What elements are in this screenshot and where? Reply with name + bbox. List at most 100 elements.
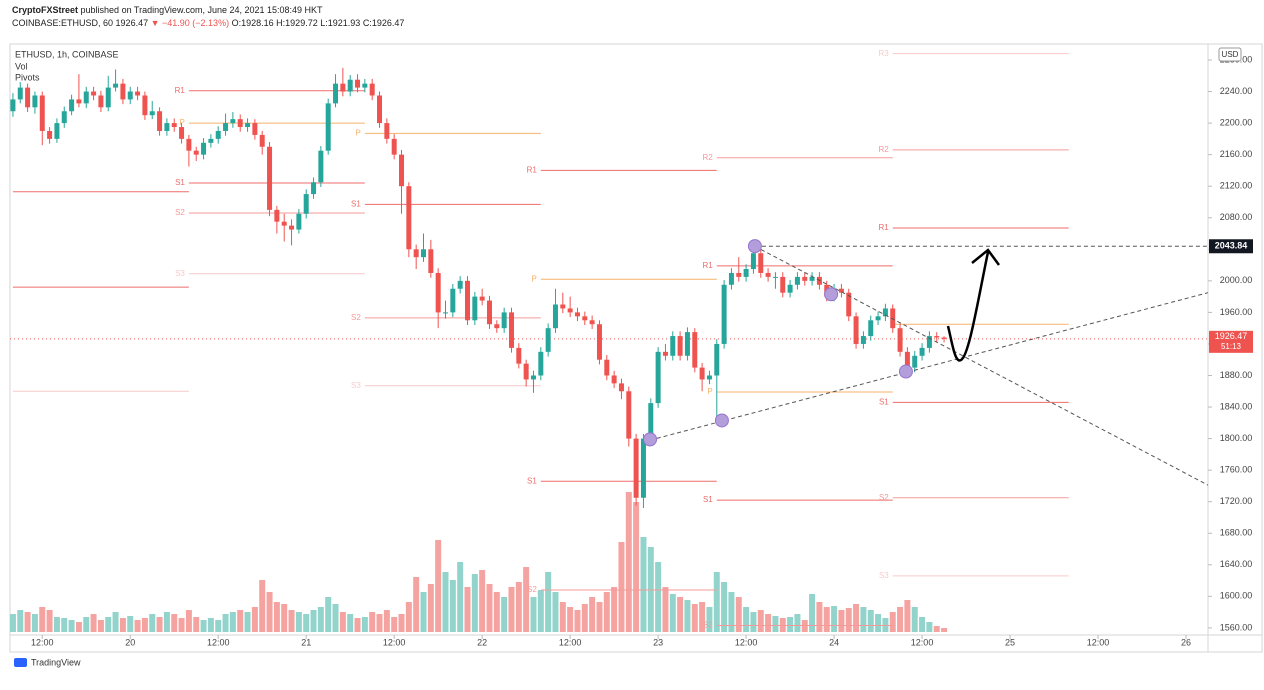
x-tick-label: 12:00 [735, 637, 758, 647]
publish-info: published on TradingView.com, June 24, 2… [80, 5, 323, 15]
volume-bar [625, 492, 632, 632]
x-tick-label: 25 [1005, 637, 1015, 647]
candle-body [684, 332, 690, 356]
volume-bar [178, 618, 185, 632]
candle-body [435, 272, 441, 313]
volume-bar [471, 574, 478, 632]
volume-bar [589, 597, 596, 632]
volume-bar [46, 610, 53, 632]
volume-bar [237, 610, 244, 632]
pivot-label: R2 [879, 145, 890, 154]
pivot-label: S1 [351, 199, 361, 208]
y-tick-label: 1760.00 [1220, 465, 1253, 475]
volume-bar [603, 592, 610, 632]
candle-body [267, 146, 273, 210]
pivot-label: S1 [527, 476, 537, 485]
candle-body [897, 328, 903, 352]
volume-bar [779, 618, 786, 632]
volume-bar [449, 580, 456, 632]
candle-body [113, 83, 119, 88]
y-tick-label: 2240.00 [1220, 86, 1253, 96]
brand-logo [14, 658, 27, 667]
pivot-label: P [531, 274, 536, 283]
candle-body [670, 336, 676, 356]
volume-bar [772, 616, 779, 632]
y-tick-label: 1800.00 [1220, 433, 1253, 443]
candle-body [289, 225, 295, 230]
pivot-label: S3 [175, 269, 185, 278]
pivot-label: P [707, 387, 712, 396]
touch-marker [643, 432, 658, 447]
change: ▼ −41.90 (−2.13%) [150, 18, 230, 28]
pivot-label: S1 [175, 178, 185, 187]
candle-body [516, 347, 522, 364]
candle-body [98, 95, 104, 108]
forecast-arrow [946, 251, 990, 362]
ohlc-label: L: [320, 18, 328, 28]
candle-body [61, 111, 67, 124]
y-tick-label: 1840.00 [1220, 401, 1253, 411]
y-tick-label: 1960.00 [1220, 307, 1253, 317]
candle-body [413, 249, 419, 258]
candle-body [252, 123, 258, 135]
legend-vol: Vol [15, 61, 28, 71]
y-tick-label: 2160.00 [1220, 149, 1253, 159]
volume-bar [464, 587, 471, 632]
volume-bar [486, 584, 493, 632]
volume-bar [317, 607, 324, 632]
volume-bar [185, 610, 192, 632]
volume-bar [376, 614, 383, 632]
candle-body [157, 111, 163, 131]
candle-body [545, 328, 551, 352]
candle-body [699, 367, 705, 380]
pivot-label: R2 [703, 153, 714, 162]
candle-body [926, 336, 932, 348]
forecast-arrowhead [971, 248, 1001, 266]
candle-body [706, 375, 712, 380]
volume-bar [501, 597, 508, 632]
volume-bar [325, 597, 332, 632]
candle-body [142, 95, 148, 116]
volume-bar [383, 610, 390, 632]
volume-bar [83, 617, 90, 632]
candle-body [904, 351, 910, 368]
candle-body [472, 296, 478, 321]
candle-body [611, 375, 617, 384]
volume-bar [941, 628, 948, 632]
candle-body [384, 123, 390, 139]
volume-bar [347, 614, 354, 632]
volume-bar [794, 614, 801, 632]
y-tick-label: 2200.00 [1220, 117, 1253, 127]
volume-bar [207, 618, 214, 632]
volume-bar [163, 612, 170, 632]
currency-button[interactable] [1218, 47, 1242, 62]
volume-bar [229, 612, 236, 632]
candle-body [479, 296, 485, 301]
pivot-label: S2 [879, 493, 889, 502]
publish-line: CryptoFXStreet published on TradingView.… [12, 5, 323, 15]
countdown-label: 51:13 [1221, 342, 1242, 351]
x-tick-label: 21 [301, 637, 311, 647]
volume-bar [537, 590, 544, 632]
touch-marker [898, 364, 913, 379]
candle-body [325, 103, 331, 151]
candle-body [750, 253, 756, 270]
pivot-label: R1 [879, 223, 890, 232]
x-tick-label: 12:00 [207, 637, 230, 647]
y-tick-label: 2120.00 [1220, 181, 1253, 191]
last-price-tag-label: 1926.47 [1215, 331, 1248, 341]
pivot-label: R3 [879, 49, 890, 58]
candle-body [164, 123, 170, 131]
candle-body [347, 79, 353, 92]
candle-body [846, 292, 852, 317]
candle-body [120, 83, 126, 100]
level-tag [1209, 239, 1253, 254]
volume-bar [552, 592, 559, 632]
volume-bar [303, 614, 310, 632]
x-tick-label: 24 [829, 637, 839, 647]
touch-marker [747, 239, 762, 254]
pivot-label: S3 [351, 381, 361, 390]
volume-bar [691, 604, 698, 632]
volume-bar [457, 562, 464, 632]
candle-body [179, 127, 185, 139]
